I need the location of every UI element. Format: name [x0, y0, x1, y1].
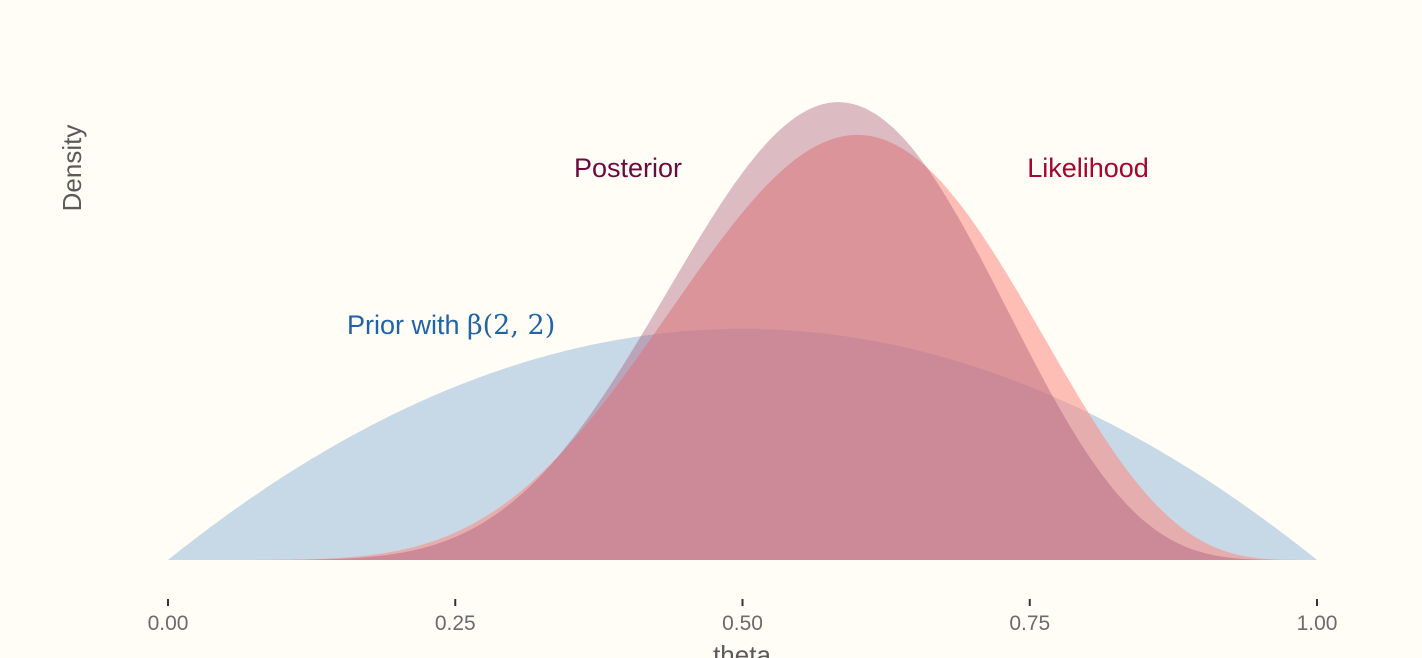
posterior-series-label: Posterior	[574, 153, 682, 183]
x-tick-label: 0.00	[148, 612, 189, 635]
likelihood-series-label: Likelihood	[1027, 153, 1149, 183]
x-tick-label: 0.25	[435, 612, 476, 635]
x-tick-label: 1.00	[1297, 612, 1338, 635]
prior-series-label: Prior with β(2, 2)	[347, 310, 555, 341]
x-tick-label: 0.50	[722, 612, 763, 635]
x-axis: 0.00 0.25 0.50 0.75 1.00	[148, 599, 1338, 635]
likelihood-density-area	[168, 134, 1317, 560]
posterior-density-area	[168, 102, 1317, 560]
y-axis-title: Density	[57, 125, 87, 212]
density-areas	[168, 102, 1317, 560]
x-tick-label: 0.75	[1009, 612, 1050, 635]
x-axis-title: theta	[713, 640, 771, 658]
prior-label-text: Prior with	[347, 310, 467, 340]
prior-label-math: β(2, 2)	[467, 310, 555, 341]
